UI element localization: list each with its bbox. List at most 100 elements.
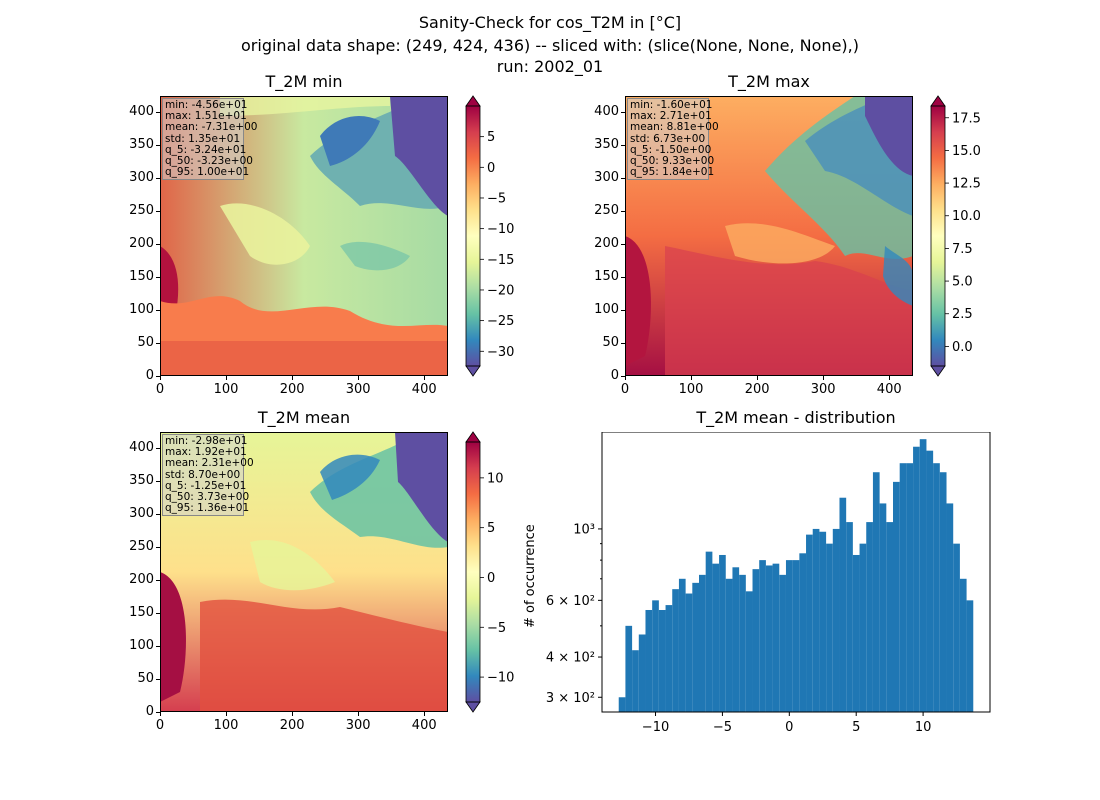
panel-max-map: min: -1.60e+01 max: 2.71e+01 mean: 8.81e… [625,96,913,376]
hist-x-tick-label: 0 [785,720,793,735]
stat-line: std: 1.35e+01 [165,132,241,145]
stat-line: max: 1.51e+01 [165,110,247,123]
hist-bar [732,567,740,712]
map-x-tick-label: 100 [213,718,239,733]
figure-title-line-1: Sanity-Check for cos_T2M in [°C] [418,13,682,32]
stat-line: q_5: -3.24e+01 [165,143,247,156]
map-y-tick-label: 50 [602,334,619,350]
map-x-tick-mark [889,376,891,380]
hist-bar [866,522,873,712]
map-x-tick-mark [160,376,161,380]
map-x-tick-mark [292,376,294,380]
map-x-tick-label: 200 [279,382,305,397]
hist-x-tick-label: 10 [915,720,932,735]
hist-bar [752,569,760,712]
colorbar-tick-label: 12.5 [952,177,981,192]
hist-bar [886,522,893,712]
map-y-tick-mark [156,342,160,344]
map-y-tick-label: 50 [137,670,154,686]
hist-y-tick-label: 10³ [573,522,595,537]
colorbar-tick-label: −10 [487,671,514,686]
hist-bar [745,591,753,712]
hist-bar [819,531,827,712]
hist-bar [765,565,773,712]
colorbar-tick-label: 10.0 [952,209,981,224]
panel-mean-map: min: -2.98e+01 max: 1.92e+01 mean: 2.31e… [160,432,448,712]
colorbar-extend-top [465,431,481,443]
stat-line: mean: 8.81e+00 [630,121,719,134]
map-x-tick-mark [226,712,228,716]
map-y-tick-mark [621,376,625,377]
map-y-tick-mark [156,712,160,713]
stat-line: min: -4.56e+01 [165,99,248,111]
colorbar-extend-bottom [465,365,481,377]
map-y-tick-mark [621,342,625,344]
hist-bar [685,593,693,712]
map-min-image [160,96,448,376]
hist-bar [913,446,920,712]
hist-bar [826,543,833,712]
map-y-tick-label: 250 [129,202,154,218]
map-y-tick-label: 350 [129,472,154,488]
map-mean-image [160,432,448,712]
hist-bar [872,472,880,712]
colorbar-extend-bottom [465,701,481,713]
hist-bar [859,543,867,712]
hist-bar [852,554,860,712]
hist-bar [645,609,653,712]
map-x-tick-mark [358,712,360,716]
stat-line: max: 1.92e+01 [165,446,247,459]
colorbar-tick-label: 5 [487,130,495,145]
map-y-tick-label: 300 [129,169,154,185]
colorbar-tick-label: 5 [487,521,495,536]
colorbar-tick-label: 5.0 [952,275,973,290]
colorbar-tick-label: 10 [487,471,504,486]
colorbar-tick-label: 2.5 [952,307,973,322]
hist-bar [658,609,666,712]
hist-bar [652,600,659,712]
map-x-tick-label: 200 [279,718,305,733]
hist-bar [879,503,887,712]
map-y-tick-mark [156,645,160,647]
colorbar-tick-label: −25 [487,314,514,329]
map-y-tick-mark [621,144,625,146]
colorbar-tick-label: 15.0 [952,144,981,159]
colorbar-tick-label: 0 [487,161,495,176]
panel-min-colorbar: 5 0 −5 −10 −15 −20 −25 −30 [465,95,514,377]
stat-line: min: -1.60e+01 [630,99,713,111]
hist-bar [946,503,954,712]
map-x-tick-label: 300 [345,718,371,733]
map-y-tick-label: 200 [594,235,619,251]
map-y-tick-mark [156,111,160,113]
stat-line: q_95: 1.36e+01 [165,502,250,515]
hist-bar [953,543,960,712]
hist-bar [772,563,780,712]
map-y-tick-label: 400 [129,103,154,119]
hist-bar [839,497,847,712]
map-y-tick-mark [156,579,160,581]
hist-bar [692,582,699,712]
hist-bar [625,625,633,712]
colorbar-tick-label: 0 [487,571,495,586]
colorbar-tick-label: 0.0 [952,340,973,355]
map-y-tick-label: 400 [129,439,154,455]
map-x-tick-mark [625,376,626,380]
colorbar-tick-label: −30 [487,345,514,360]
map-y-tick-label: 250 [129,538,154,554]
stat-line: q_50: 9.33e+00 [630,155,715,168]
hist-y-tick-label: 3 × 10² [546,691,595,706]
hist-bar [939,472,947,712]
hist-y-tick-label: 6 × 10² [546,594,595,609]
map-y-tick-mark [156,546,160,548]
hist-bar [812,528,820,712]
hist-bar [893,481,900,712]
panel-min-map: min: -4.56e+01 max: 1.51e+01 mean: -7.31… [160,96,448,376]
colorbar-extend-top [465,95,481,107]
map-y-tick-label: 100 [594,301,619,317]
hist-ylabel: # of occurrence [523,524,538,628]
stat-line: q_95: 1.00e+01 [165,166,250,179]
map-y-tick-mark [621,177,625,179]
hist-bar [672,589,679,712]
map-y-tick-mark [156,210,160,212]
